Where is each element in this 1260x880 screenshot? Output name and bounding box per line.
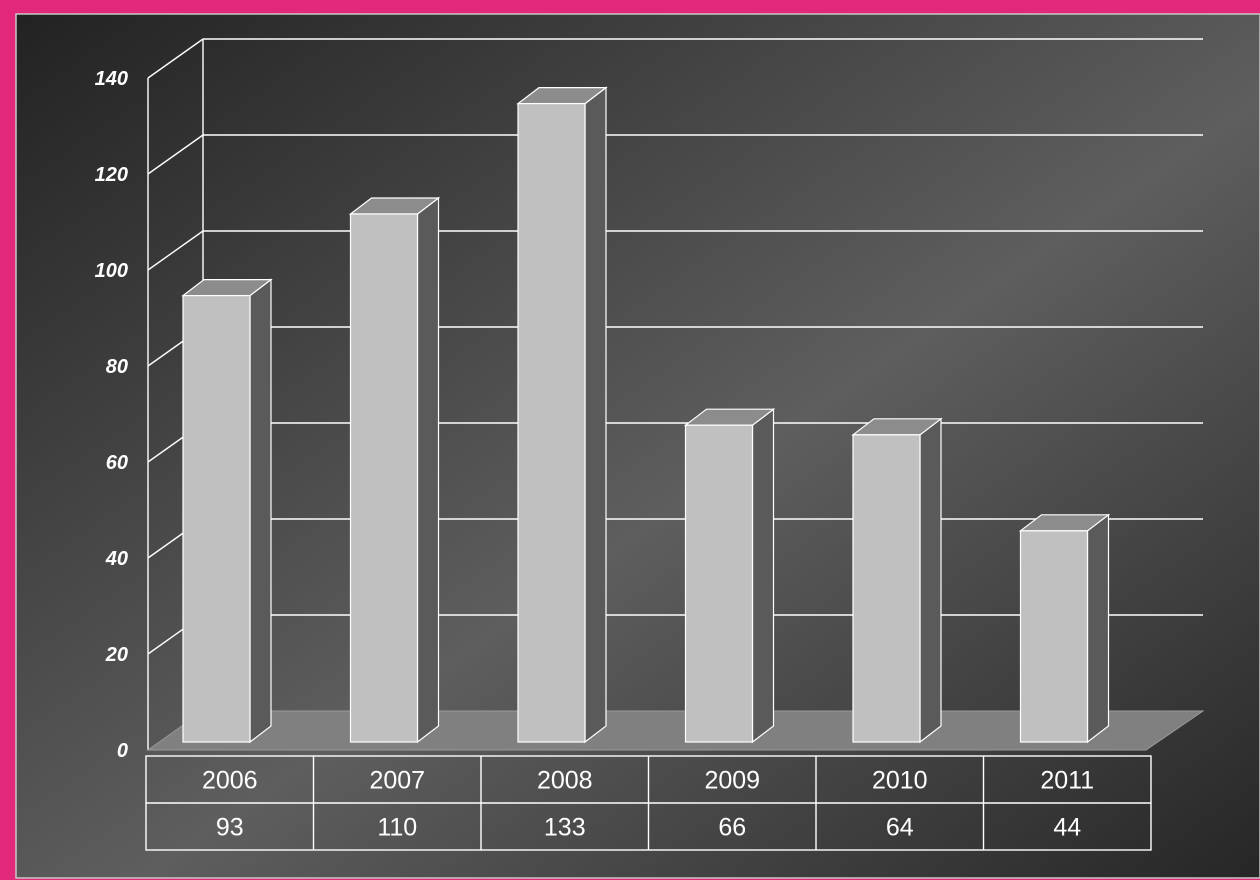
category-label: 2010 bbox=[872, 767, 928, 795]
y-tick-label: 40 bbox=[105, 548, 128, 570]
value-label: 93 bbox=[216, 814, 244, 842]
value-label: 66 bbox=[718, 814, 746, 842]
y-axis-ticks: 0 20 40 60 80 100 120 140 bbox=[95, 68, 128, 762]
value-label: 110 bbox=[377, 814, 417, 842]
y-tick-label: 100 bbox=[95, 260, 128, 282]
bar-side bbox=[584, 86, 607, 744]
bar-2007 bbox=[349, 213, 419, 743]
value-label: 64 bbox=[886, 814, 914, 842]
gridline-side bbox=[147, 230, 204, 271]
bar-side bbox=[1086, 513, 1110, 744]
bar-side bbox=[751, 407, 775, 744]
y-tick-label: 0 bbox=[117, 740, 128, 762]
category-label: 2009 bbox=[704, 767, 760, 795]
bar-2009 bbox=[684, 424, 754, 743]
bar-side bbox=[919, 417, 942, 744]
bar-2010 bbox=[852, 434, 921, 743]
category-label: 2008 bbox=[537, 767, 593, 795]
bars bbox=[181, 86, 1111, 744]
gridline-side bbox=[147, 134, 204, 175]
y-tick-label: 140 bbox=[95, 68, 128, 90]
category-label: 2007 bbox=[369, 767, 425, 795]
y-tick-label: 60 bbox=[106, 452, 128, 474]
category-label: 2006 bbox=[202, 767, 258, 795]
bar-2008 bbox=[517, 102, 586, 743]
bar-side bbox=[416, 196, 440, 744]
bar-2006 bbox=[182, 295, 251, 743]
y-tick-label: 120 bbox=[95, 164, 128, 186]
gridline-side bbox=[147, 38, 204, 79]
value-label: 133 bbox=[544, 814, 586, 842]
data-table: 2006 2007 2008 2009 2010 2011 93 110 133 66 64 44 bbox=[145, 755, 1152, 851]
bar-side bbox=[249, 278, 272, 744]
bar-2011 bbox=[1019, 530, 1089, 743]
value-label: 44 bbox=[1053, 814, 1081, 842]
y-tick-label: 80 bbox=[106, 356, 128, 378]
category-label: 2011 bbox=[1040, 767, 1094, 795]
y-tick-label: 20 bbox=[105, 644, 128, 666]
